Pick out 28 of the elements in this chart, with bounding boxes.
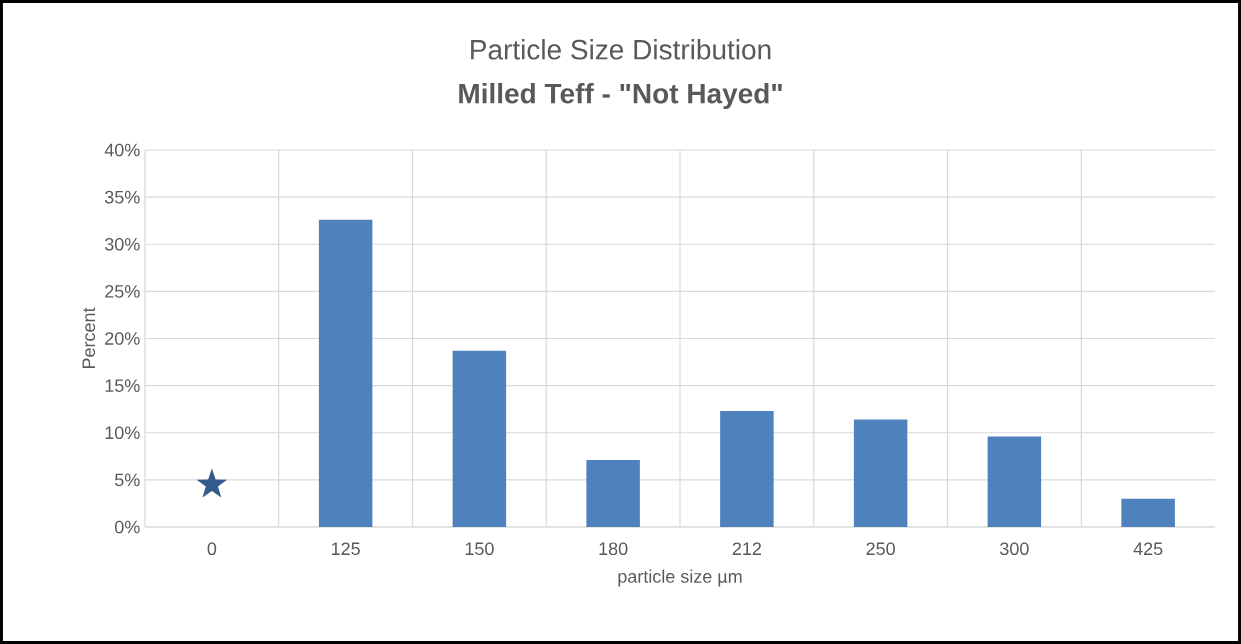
y-tick-label: 35% — [104, 190, 140, 204]
y-tick-label: 10% — [105, 426, 140, 440]
y-tick-label: 25% — [105, 285, 140, 298]
y-tick-label: 5% — [114, 473, 140, 487]
x-tick-label: 425 — [1133, 542, 1163, 556]
chart-title: Particle Size Distribution — [471, 39, 771, 60]
x-tick-label: 300 — [1000, 542, 1029, 556]
bar — [586, 460, 640, 527]
x-axis-title: particle size µm — [618, 569, 742, 587]
x-tick-label: 180 — [599, 542, 628, 556]
chart-subtitle: Milled Teff - "Not Hayed" — [459, 82, 782, 110]
bar — [987, 436, 1042, 527]
bar — [720, 411, 774, 527]
x-tick-label: 0 — [207, 542, 217, 556]
y-tick-label: 15% — [105, 379, 140, 392]
bar — [853, 419, 908, 527]
x-tick-label: 150 — [465, 542, 494, 556]
y-axis-title: Percent — [82, 307, 96, 369]
bar — [1121, 498, 1175, 527]
x-tick-label: 212 — [732, 542, 761, 555]
y-tick-label: 20% — [105, 332, 140, 345]
x-tick-label: 125 — [332, 542, 360, 556]
y-tick-label: 30% — [104, 237, 140, 251]
bar — [318, 219, 373, 527]
x-tick-label: 250 — [866, 542, 895, 556]
bar — [452, 350, 507, 527]
y-tick-label: 40% — [104, 143, 140, 157]
y-tick-label: 0% — [114, 520, 140, 534]
